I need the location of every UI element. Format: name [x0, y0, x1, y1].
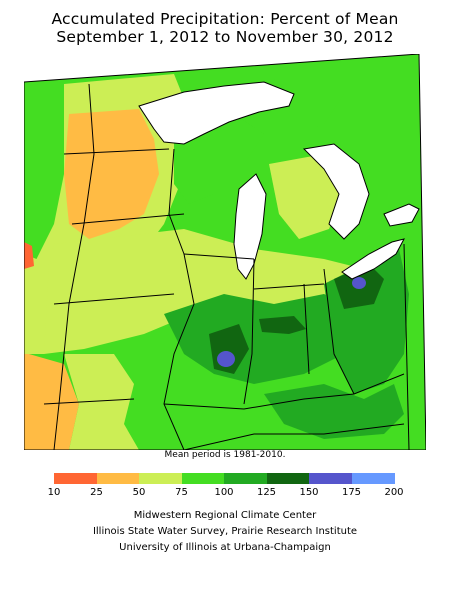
region-yellowgreen-west — [24, 254, 49, 354]
legend-label: 75 — [175, 487, 188, 498]
legend-label: 25 — [90, 487, 103, 498]
region-yellowgreen-southwest — [64, 354, 139, 450]
region-blue-ohio — [352, 277, 366, 289]
region-orange-southwest — [24, 354, 79, 450]
lake-michigan — [233, 173, 267, 280]
lake-huron — [302, 143, 370, 240]
legend-swatch — [309, 473, 352, 484]
region-yellowgreen-michigan — [269, 154, 344, 239]
precipitation-map — [24, 54, 426, 450]
great-lakes — [138, 81, 420, 280]
legend-swatch — [266, 473, 310, 484]
lake-ontario — [383, 203, 420, 227]
legend-label: 10 — [47, 487, 61, 498]
legend-label: 125 — [256, 487, 277, 498]
legend-label: 150 — [299, 487, 319, 498]
legend-swatch — [224, 473, 267, 484]
region-tomato-west — [24, 242, 34, 269]
state-borders — [43, 83, 410, 450]
map-title-line-2: September 1, 2012 to November 30, 2012 — [56, 28, 394, 46]
region-darkgreen-south — [264, 384, 404, 439]
legend-label: 100 — [214, 487, 234, 498]
credit-isws: Illinois State Water Survey, Prairie Res… — [92, 526, 358, 537]
credit-mrcc: Midwestern Regional Climate Center — [133, 510, 317, 521]
legend-swatch — [181, 473, 225, 484]
region-darkestgreen-indiana — [259, 316, 306, 334]
legend-label: 200 — [384, 487, 404, 498]
lake-erie — [341, 238, 405, 280]
region-darkgreen-illinois — [164, 294, 354, 384]
region-orange-north — [64, 109, 159, 239]
legend-swatch — [96, 473, 140, 484]
region-blue-illinois — [217, 351, 235, 367]
map-title-line-1: Accumulated Precipitation: Percent of Me… — [51, 10, 399, 28]
legend-swatch — [54, 473, 97, 484]
credit-uiuc: University of Illinois at Urbana-Champai… — [119, 542, 331, 553]
legend-label: 50 — [132, 487, 146, 498]
mean-period-note: Mean period is 1981-2010. — [164, 450, 286, 460]
legend-swatch — [351, 473, 395, 484]
color-legend: 10 25 50 75 100 125 150 175 200 — [0, 470, 450, 500]
map-frame — [24, 54, 426, 450]
lake-superior — [138, 81, 295, 145]
region-yellowgreen-central — [34, 229, 364, 354]
legend-swatch — [139, 473, 182, 484]
legend-label: 175 — [341, 487, 362, 498]
